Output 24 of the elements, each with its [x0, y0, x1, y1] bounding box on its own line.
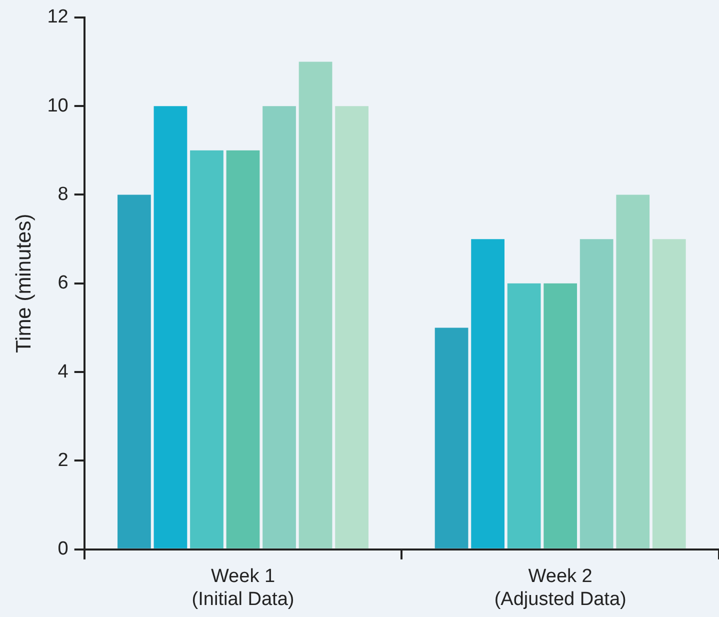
bar: [335, 106, 368, 548]
y-tick-label: 8: [58, 184, 68, 205]
y-tick-label: 12: [47, 6, 68, 28]
bar: [298, 62, 332, 548]
bar: [434, 328, 468, 548]
y-axis-title: Time (minutes): [12, 214, 36, 354]
x-tick-label: Week 2 (Adjusted Data): [494, 566, 626, 610]
bar: [154, 106, 188, 548]
y-tick-label: 2: [58, 450, 68, 471]
x-tick-label: Week 1 (Initial Data): [192, 566, 294, 610]
bar: [544, 283, 578, 548]
bar: [616, 194, 650, 548]
bar: [118, 194, 151, 548]
bar: [471, 239, 504, 548]
bar: [507, 283, 541, 548]
y-tick-label: 4: [58, 361, 69, 382]
bar: [226, 150, 260, 548]
y-tick-label: 10: [47, 95, 68, 116]
bar: [262, 106, 296, 548]
bar: [652, 239, 686, 548]
bar: [580, 239, 614, 548]
y-tick-label: 6: [58, 272, 68, 294]
y-tick-label: 0: [58, 538, 68, 560]
bar: [190, 150, 224, 548]
